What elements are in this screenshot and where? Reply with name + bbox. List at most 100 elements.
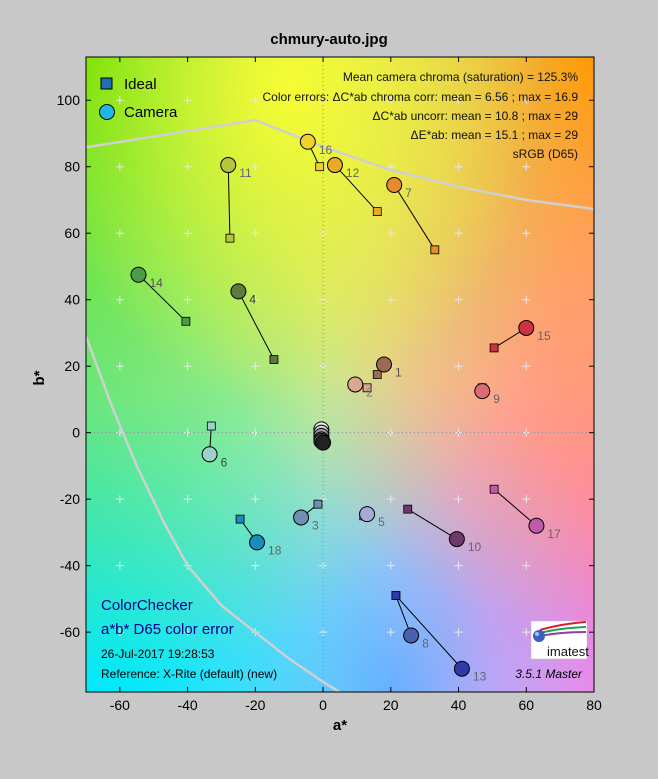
patch-label-16: 16 [319,143,333,157]
x-tick-label: -20 [245,697,265,713]
y-tick-label: 40 [64,292,80,308]
patch-label-11: 11 [239,166,252,180]
ideal-marker-17 [489,484,499,494]
camera-marker-3 [293,509,310,526]
y-tick-label: -20 [60,491,80,507]
grid-plus [522,96,531,105]
y-tick-label: 100 [57,92,81,108]
grid-plus [115,495,124,504]
grid-plus [251,362,260,371]
plot-background [86,57,594,692]
patch-label-3: 3 [312,518,319,532]
grid-plus [319,362,328,371]
x-tick-label: 60 [518,697,534,713]
gamut-boundary-upper [86,118,594,211]
grid-plus [251,428,260,437]
grid-plus [454,295,463,304]
info-line-chroma: Mean camera chroma (saturation) = 125.3% [343,70,578,84]
camera-marker-13 [453,660,470,677]
camera-marker-1 [376,356,393,373]
grid-plus [115,96,124,105]
grid-plus [183,162,192,171]
ideal-marker-18 [235,514,245,524]
x-tick-label: 20 [383,697,399,713]
ideal-marker-14 [181,316,191,326]
patch-label-9: 9 [493,392,500,406]
y-tick-label: 80 [64,159,80,175]
camera-marker-16 [299,133,316,150]
camera-marker-2 [347,376,364,393]
caption-date: 26-Jul-2017 19:28:53 [101,647,215,661]
camera-marker-4 [230,283,247,300]
patch-label-14: 14 [149,276,163,290]
grid-plus [386,96,395,105]
camera-marker-18 [249,534,266,551]
grid-plus [251,96,260,105]
camera-marker-24 [315,434,332,451]
error-line-13 [395,595,463,670]
patch-label-2: 2 [366,385,373,399]
error-line-14 [138,274,187,322]
ideal-marker-3 [313,499,323,509]
legend-camera-marker [99,104,115,120]
legend-camera-label: Camera [124,104,178,121]
grid-plus [454,362,463,371]
grid-plus [183,495,192,504]
grid-plus [251,495,260,504]
patch-label-6: 6 [221,455,228,469]
ideal-marker-6 [206,421,216,431]
error-line-4 [237,291,275,360]
gamut-boundary [86,118,594,692]
logo-text: imatest [547,644,589,659]
legend: Ideal Camera [99,76,178,121]
patch-label-17: 17 [547,527,561,541]
grid-plus [386,628,395,637]
x-tick-label: 0 [319,697,327,713]
x-axis-label: a* [333,717,347,734]
info-box: Mean camera chroma (saturation) = 125.3%… [263,70,579,161]
camera-marker-5 [359,506,376,523]
camera-marker-10 [448,531,465,548]
x-tick-label: 40 [451,697,467,713]
grid-plus [183,362,192,371]
grid-plus [386,295,395,304]
grid-plus [522,561,531,570]
grid-plus [251,162,260,171]
y-tick-label: -40 [60,558,80,574]
patch-label-10: 10 [468,540,482,554]
chart-title: chmury-auto.jpg [270,31,388,48]
patch-label-12: 12 [346,166,360,180]
caption-title: ColorChecker [101,597,193,614]
camera-marker-6 [201,446,218,463]
grid-plus [522,628,531,637]
ideal-marker-1 [372,370,382,379]
camera-marker-15 [518,319,535,336]
error-line-12 [334,164,378,212]
info-line-corr: Color errors: ΔC*ab chroma corr: mean = … [263,90,579,104]
grid-plus [115,162,124,171]
caption-reference: Reference: X-Rite (default) (new) [101,667,277,681]
caption-subtitle: a*b* D65 color error [101,621,234,638]
error-line-10 [407,508,458,540]
camera-marker-17 [528,517,545,534]
grid-plus [454,162,463,171]
grid-plus [522,362,531,371]
grid-plus [522,162,531,171]
x-tick-label: 80 [586,697,602,713]
patch-label-13: 13 [473,670,487,684]
grid-plus [522,229,531,238]
camera-marker-7 [386,176,403,193]
ideal-marker-13 [391,591,401,600]
ideal-marker-16 [315,162,325,172]
error-line-7 [393,184,436,251]
zero-axis-lines [86,57,594,692]
grid-plus [183,628,192,637]
grid-plus [115,229,124,238]
grid-plus [386,495,395,504]
error-line-11 [227,165,231,239]
x-tick-label: -60 [110,697,130,713]
version-text: 3.5.1 Master [515,667,583,681]
grid-plus [454,495,463,504]
y-axis-label: b* [31,370,48,385]
